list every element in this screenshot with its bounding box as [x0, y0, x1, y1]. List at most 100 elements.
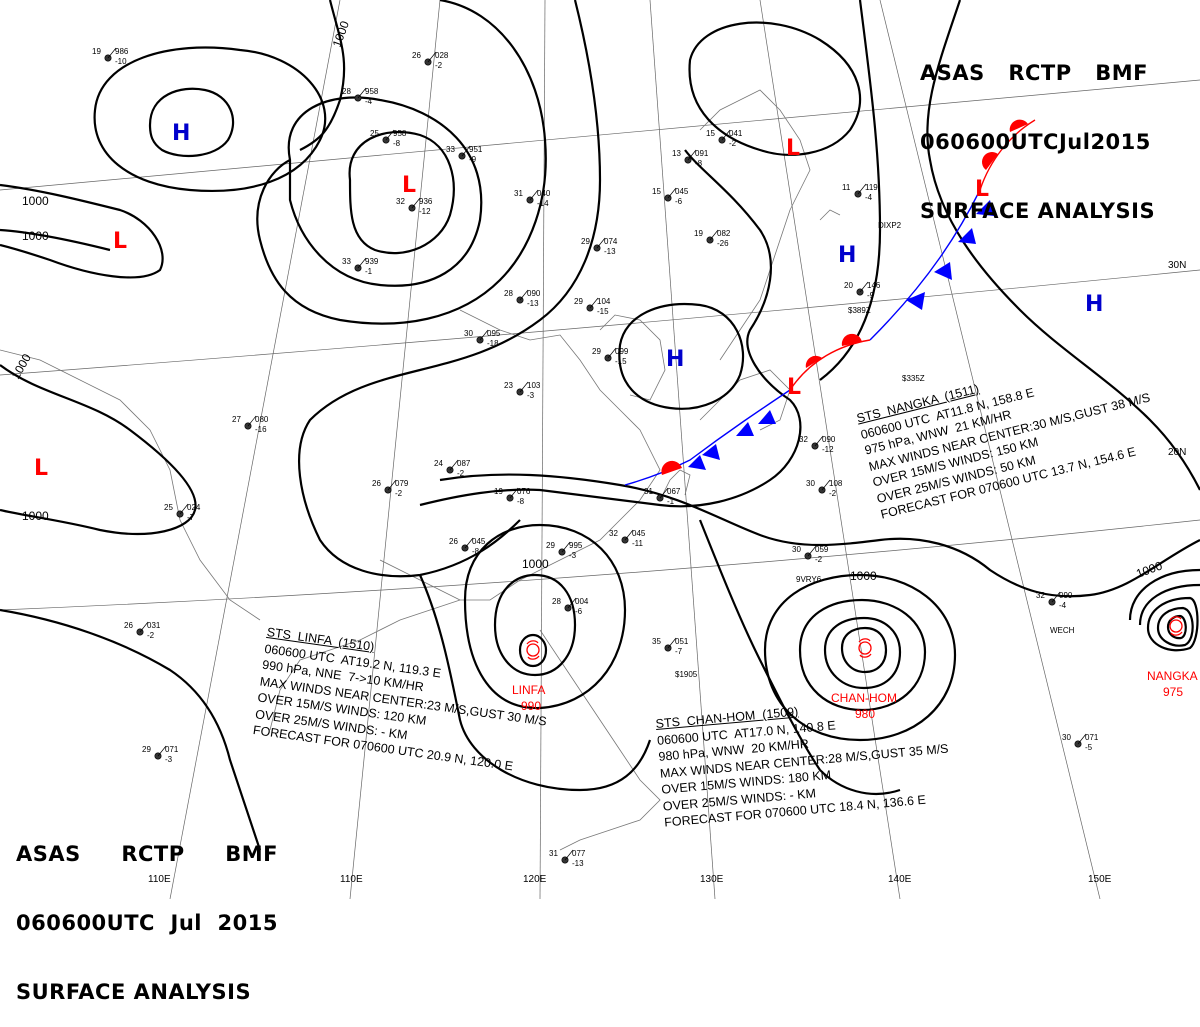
station-barb-s38 — [1051, 591, 1061, 603]
station-s10: 28 090-13 — [504, 289, 541, 308]
header-product: SURFACE ANALYSIS — [920, 199, 1156, 223]
station-pressure-s29: 119 — [865, 183, 878, 192]
station-tendency-s28: -9 — [867, 291, 875, 300]
station-pressure-s36: 031 — [147, 621, 161, 630]
station-temp-s14: 23 — [504, 381, 513, 390]
isobar-sw-2 — [418, 574, 652, 792]
station-temp-s01: 19 — [92, 47, 101, 56]
station-temp-s33: 15 — [706, 129, 715, 138]
station-s38: 32 090-4 — [1036, 591, 1073, 610]
isobar-kuril-low — [688, 21, 862, 156]
station-s21: 26 045-8 — [449, 537, 486, 556]
station-s08: 31 040-14 — [514, 189, 551, 208]
station-tendency-s17: -2 — [395, 489, 403, 498]
station-barb-s23 — [567, 597, 577, 609]
station-pressure-s37: 071 — [1085, 733, 1099, 742]
tc-linfa-symbol — [526, 640, 540, 660]
header-month: Jul — [1058, 130, 1091, 154]
low-west-china: L — [113, 229, 127, 254]
station-temp-s29: 11 — [842, 183, 851, 192]
station-tendency-s36: -2 — [147, 631, 155, 640]
station-pressure-s14: 103 — [527, 381, 541, 390]
warm-front-south-bump — [661, 460, 682, 475]
station-pressure-s30: 091 — [695, 149, 709, 158]
cold-front — [869, 189, 981, 341]
station-pressure-s17: 079 — [395, 479, 409, 488]
station-tendency-s07: -1 — [365, 267, 373, 276]
isobar-chanhom-4 — [840, 626, 888, 674]
footer-month: Jul — [170, 911, 202, 935]
station-tendency-s30: -8 — [695, 159, 703, 168]
isobar-west-china-low-inner — [348, 130, 455, 255]
warm-front-east — [979, 119, 1036, 191]
station-tendency-s03: -4 — [365, 97, 373, 106]
isobar-india-low — [0, 364, 197, 536]
station-tendency-s29: -4 — [865, 193, 873, 202]
station-temp-s35: 25 — [164, 503, 173, 512]
station-pressure-s31: 045 — [675, 187, 689, 196]
station-barb-s25 — [807, 545, 817, 557]
station-pressure-s19: 067 — [667, 487, 681, 496]
station-barb-s02 — [427, 51, 437, 63]
isobar-south-trough — [439, 473, 1200, 598]
high-pacific: H — [1085, 292, 1103, 317]
station-id-dixp2: DIXP2 — [878, 221, 902, 230]
station-id-wech: WECH — [1050, 626, 1075, 635]
station-tendency-s05: -9 — [469, 155, 477, 164]
isobar-nangka-outer — [1128, 568, 1200, 621]
high-mongolia: H — [172, 121, 190, 146]
station-s01: 19 986-10 — [92, 47, 129, 66]
low-wave-ryukyu: L — [787, 375, 801, 400]
station-s15: 27 080-16 — [232, 415, 269, 434]
station-tendency-s19: -1 — [667, 497, 675, 506]
station-barb-s36 — [139, 621, 149, 633]
isobar-korea-high — [618, 303, 745, 410]
station-temp-s07: 33 — [342, 257, 351, 266]
footer-year: 2015 — [217, 911, 278, 935]
isobar-label-chanhom: 1000 — [850, 569, 877, 583]
isobar-linfa-inner — [493, 573, 577, 677]
station-barb-s28 — [859, 281, 869, 293]
lon-label-110E: 110E — [148, 874, 171, 885]
station-pressure-s10: 090 — [527, 289, 541, 298]
station-temp-s26: 32 — [799, 435, 808, 444]
lat-label-30N: 30N — [1168, 260, 1186, 271]
header-year: 2015 — [1090, 130, 1151, 154]
station-barb-s11 — [589, 297, 599, 309]
station-s16: 24 087-2 — [434, 459, 471, 478]
station-barb-s18 — [509, 487, 519, 499]
station-pressure-s38: 090 — [1059, 591, 1073, 600]
station-tendency-s38: -4 — [1059, 601, 1067, 610]
low-india: L — [34, 456, 48, 481]
station-barb-s20 — [624, 529, 634, 541]
station-barb-s04 — [385, 129, 395, 141]
station-s31: 15 045-6 — [652, 187, 689, 206]
station-pressure-s12: 095 — [487, 329, 501, 338]
lon-label-130E: 130E — [700, 874, 724, 885]
station-s12: 30 095-18 — [464, 329, 501, 348]
station-temp-s37: 30 — [1062, 733, 1071, 742]
warm-front-mid-bump-2 — [805, 355, 822, 368]
station-temp-s12: 30 — [464, 329, 473, 338]
isobar-nangka-3 — [1146, 596, 1199, 652]
station-pressure-s04: 958 — [393, 129, 407, 138]
station-temp-s25: 30 — [792, 545, 801, 554]
station-barb-s29 — [857, 183, 867, 195]
station-tendency-s23: -6 — [575, 607, 583, 616]
station-temp-s10: 28 — [504, 289, 513, 298]
station-pressure-s33: 041 — [729, 129, 743, 138]
station-barb-s08 — [529, 189, 539, 201]
isobar-label-left-4: 1000 — [22, 509, 49, 523]
station-temp-s30: 13 — [672, 149, 681, 158]
header-time: 060600UTC — [920, 130, 1059, 154]
station-pressure-s25: 059 — [815, 545, 829, 554]
tc-nangka-pressure: 975 — [1163, 685, 1183, 699]
tc-nangka-name: NANGKA — [1147, 669, 1198, 683]
isobar-big-loop — [419, 149, 802, 508]
station-tendency-s12: -18 — [487, 339, 499, 348]
station-tendency-s04: -8 — [393, 139, 401, 148]
station-tendency-s35: -7 — [187, 513, 195, 522]
station-tendency-s27: -2 — [829, 489, 837, 498]
station-tendency-s37: -5 — [1085, 743, 1093, 752]
station-temp-s08: 31 — [514, 189, 523, 198]
